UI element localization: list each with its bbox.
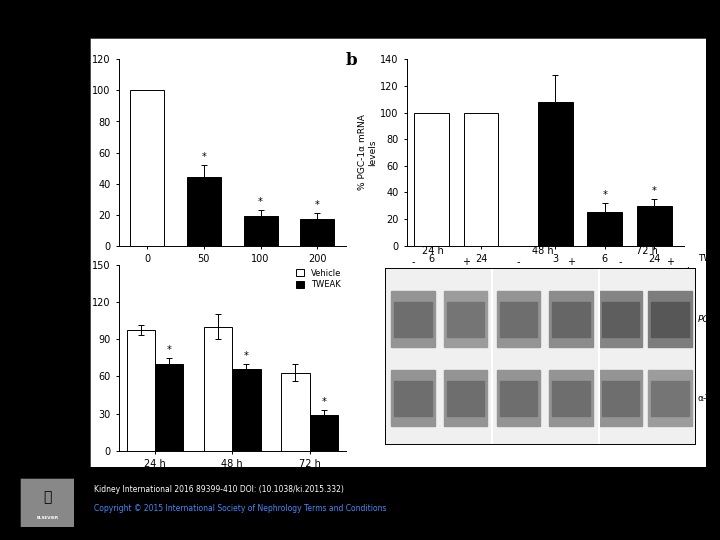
Text: Kidney International 2016 89399-410 DOI: (10.1038/ki.2015.332): Kidney International 2016 89399-410 DOI:… [94,485,343,494]
Bar [187,177,221,246]
Bar [282,373,310,451]
Text: Copyright © 2015 International Society of Nephrology Terms and Conditions: Copyright © 2015 International Society o… [94,504,386,513]
Y-axis label: % PGC-1α mRNA
levels: % PGC-1α mRNA levels [70,114,89,191]
Bar [549,291,593,347]
Bar [464,113,498,246]
Text: *: * [652,186,657,197]
Text: 🌿: 🌿 [43,490,51,504]
Bar [602,381,639,416]
Bar [204,327,232,451]
Bar [649,370,692,427]
Bar [652,381,688,416]
Text: h: h [686,267,693,277]
Bar [414,113,449,246]
Text: 72 h: 72 h [636,246,658,256]
Bar [649,291,692,347]
Bar [447,381,485,416]
Bar [588,212,622,246]
Bar [599,291,642,347]
Text: *: * [603,191,607,200]
Bar [500,302,537,337]
Bar [444,370,487,427]
Bar [599,370,642,427]
Bar [552,302,590,337]
X-axis label: TWEAK 6 h (ng/ml): TWEAK 6 h (ng/ml) [186,269,278,280]
Bar [310,415,338,451]
Text: b: b [346,52,357,69]
Y-axis label: % PGC-1α mRNA
levels: % PGC-1α mRNA levels [358,114,377,191]
Text: +: + [567,256,575,267]
Bar [300,219,334,246]
Bar [497,370,540,427]
Text: 48 h: 48 h [532,246,554,256]
Text: TWEAK: TWEAK [698,254,720,263]
Bar [538,102,572,246]
Bar [127,330,155,451]
Text: *: * [315,200,320,210]
Bar [637,206,672,246]
Text: -: - [618,256,622,267]
Y-axis label: % PGC-1α protein levels: % PGC-1α protein levels [80,303,89,413]
Bar [395,381,432,416]
Text: α-Tubulin: α-Tubulin [698,394,720,403]
Text: -: - [411,256,415,267]
Bar [652,302,688,337]
Text: *: * [202,152,207,162]
Bar [392,291,435,347]
Text: *: * [244,352,249,361]
Legend: Vehicle, TWEAK: Vehicle, TWEAK [296,269,341,289]
Bar [552,381,590,416]
Bar [395,302,432,337]
Bar [447,302,485,337]
Text: *: * [321,397,326,407]
Text: *: * [258,197,263,207]
Text: ELSEVIER: ELSEVIER [36,516,58,520]
Text: *: * [166,345,171,355]
Text: Figure 4: Figure 4 [335,18,385,31]
Text: TWEAK (100 ng/ml): TWEAK (100 ng/ml) [549,285,644,295]
Bar [497,291,540,347]
Bar [243,216,277,246]
Bar [500,381,537,416]
Text: -: - [516,256,520,267]
Text: c: c [32,257,42,274]
Text: +: + [666,256,674,267]
Bar [155,364,183,451]
Bar [549,370,593,427]
Text: a: a [32,52,43,69]
Bar [232,369,261,451]
Bar [130,90,164,246]
Bar [602,302,639,337]
Text: +: + [462,256,469,267]
Text: PGC-1α: PGC-1α [698,315,720,324]
Text: 24 h: 24 h [423,246,444,256]
Bar [444,291,487,347]
Bar [392,370,435,427]
Text: Control: Control [418,285,454,295]
